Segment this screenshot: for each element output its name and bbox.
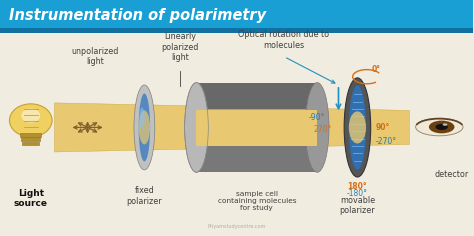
Text: 180°: 180°: [347, 182, 367, 191]
FancyBboxPatch shape: [196, 109, 317, 137]
Ellipse shape: [139, 110, 150, 144]
Ellipse shape: [185, 83, 208, 172]
Circle shape: [443, 123, 447, 126]
Text: 90°: 90°: [375, 123, 390, 132]
Text: detector: detector: [435, 170, 469, 179]
Text: -90°: -90°: [309, 114, 325, 122]
Text: Priyamstudycentre.com: Priyamstudycentre.com: [208, 224, 266, 229]
Text: 0°: 0°: [372, 65, 381, 74]
Ellipse shape: [416, 118, 463, 136]
FancyBboxPatch shape: [196, 110, 317, 146]
Ellipse shape: [344, 78, 371, 177]
Ellipse shape: [134, 85, 155, 170]
Ellipse shape: [21, 109, 40, 123]
FancyBboxPatch shape: [0, 28, 474, 33]
Ellipse shape: [139, 107, 145, 129]
FancyBboxPatch shape: [20, 133, 41, 137]
Text: movable
polarizer: movable polarizer: [339, 196, 375, 215]
Text: Light
source: Light source: [14, 189, 48, 208]
Circle shape: [436, 124, 448, 130]
Polygon shape: [55, 103, 410, 152]
Ellipse shape: [349, 85, 366, 169]
Ellipse shape: [9, 104, 52, 137]
FancyBboxPatch shape: [196, 137, 317, 172]
Text: -270°: -270°: [375, 137, 397, 146]
FancyBboxPatch shape: [196, 83, 317, 109]
Ellipse shape: [349, 111, 366, 143]
Text: sample cell
containing molecules
for study: sample cell containing molecules for stu…: [218, 191, 296, 211]
Text: Instrumentation of polarimetry: Instrumentation of polarimetry: [9, 8, 266, 23]
Text: 270°: 270°: [313, 125, 332, 134]
FancyBboxPatch shape: [22, 142, 39, 145]
Ellipse shape: [305, 83, 329, 172]
Text: Optical rotation due to
molecules: Optical rotation due to molecules: [238, 30, 329, 50]
Circle shape: [429, 121, 455, 133]
FancyBboxPatch shape: [0, 0, 474, 33]
Text: fixed
polarizer: fixed polarizer: [127, 186, 162, 206]
Ellipse shape: [139, 93, 150, 161]
Text: unpolarized
light: unpolarized light: [71, 47, 118, 66]
Text: -180°: -180°: [347, 189, 368, 198]
Text: Linearly
polarized
light: Linearly polarized light: [161, 32, 199, 62]
FancyBboxPatch shape: [21, 137, 40, 141]
